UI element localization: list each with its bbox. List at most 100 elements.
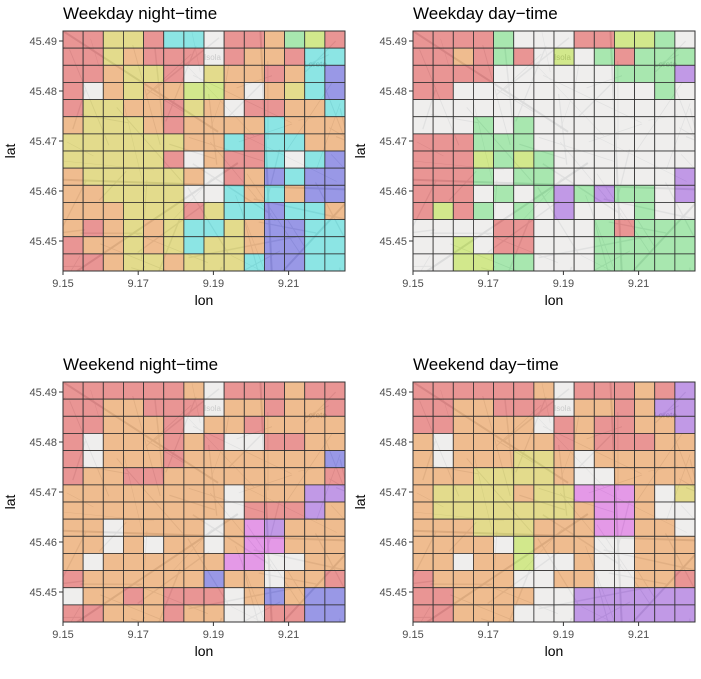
grid-cell — [573, 604, 595, 622]
grid-cell — [304, 64, 326, 83]
grid-cell — [493, 433, 515, 451]
grid-cell — [573, 219, 595, 238]
grid-cell — [413, 133, 434, 152]
grid-cell — [413, 433, 434, 451]
grid-cell — [143, 382, 165, 400]
grid-cell — [304, 518, 326, 537]
grid-cell — [163, 202, 185, 220]
grid-cell — [143, 99, 165, 118]
grid-cell — [493, 450, 515, 469]
grid-cell — [243, 604, 265, 622]
street — [140, 616, 146, 622]
grid-cell — [593, 553, 615, 571]
grid-cell — [573, 398, 595, 417]
grid-cell — [493, 99, 515, 118]
y-tick-label: 45.48 — [379, 86, 407, 98]
grid-cell — [243, 133, 265, 152]
grid-cell — [614, 535, 635, 554]
grid-cell — [223, 219, 245, 238]
grid-cell — [593, 47, 615, 66]
grid-cell — [63, 587, 84, 606]
grid-cell — [432, 570, 454, 589]
grid-cell — [102, 382, 124, 400]
grid-cell — [674, 484, 695, 503]
grid-cell — [493, 604, 515, 622]
grid-cell — [413, 82, 434, 100]
grid-cell — [593, 99, 615, 118]
grid-cell — [304, 31, 326, 49]
grid-cell — [674, 518, 695, 537]
grid-cell — [143, 467, 165, 486]
grid-cell — [654, 382, 676, 400]
grid-cell — [432, 167, 454, 186]
grid-cell — [654, 415, 676, 434]
grid-cell — [183, 133, 205, 152]
grid-cell — [654, 82, 676, 100]
grid-cell — [102, 501, 124, 520]
grid-cell — [674, 570, 695, 589]
x-tick-label: 9.21 — [628, 629, 649, 641]
grid-cell — [553, 99, 575, 118]
grid-cell — [102, 133, 124, 152]
grid-cell — [513, 518, 535, 537]
grid-cell — [473, 518, 494, 537]
grid-cell — [674, 82, 695, 100]
grid-cell — [593, 415, 615, 434]
grid-cell — [493, 382, 515, 400]
grid-cell — [593, 202, 615, 220]
grid-cell — [123, 167, 144, 186]
grid-cell — [493, 535, 515, 554]
grid-cell — [102, 184, 124, 203]
grid-cell — [432, 236, 454, 255]
grid-cell — [614, 167, 635, 186]
grid-cell — [473, 167, 494, 186]
grid-cell — [614, 433, 635, 451]
grid-cell — [143, 219, 165, 238]
grid-cell — [102, 202, 124, 220]
street — [339, 267, 341, 271]
grid-cell — [324, 587, 345, 606]
grid-cell — [452, 219, 474, 238]
grid-cell — [614, 133, 635, 152]
grid-cell — [243, 450, 265, 469]
map-area: IsolaLoreto — [63, 31, 345, 271]
grid-cell — [432, 47, 454, 66]
grid-cell — [413, 501, 434, 520]
grid-cell — [284, 99, 306, 118]
grid-cell — [63, 219, 84, 238]
grid-cell — [432, 219, 454, 238]
grid-cell — [573, 64, 595, 83]
grid-cell — [163, 398, 185, 417]
grid-cell — [284, 202, 306, 220]
x-tick-label: 9.17 — [127, 278, 148, 290]
grid-cell — [493, 82, 515, 100]
y-tick-label: 45.47 — [379, 487, 407, 499]
grid-cell — [143, 82, 165, 100]
grid-cell — [264, 433, 285, 451]
grid-cell — [493, 501, 515, 520]
grid-cell — [183, 415, 205, 434]
grid-cell — [264, 467, 285, 486]
grid-cell — [63, 31, 84, 49]
grid-cell — [183, 219, 205, 238]
grid-cell — [513, 604, 535, 622]
grid-cell — [654, 31, 676, 49]
grid-cell — [413, 518, 434, 537]
grid-cell — [452, 467, 474, 486]
grid-cell — [634, 467, 656, 486]
grid-cell — [163, 116, 185, 135]
grid-cell — [183, 82, 205, 100]
grid-cell — [533, 484, 555, 503]
grid-cell — [513, 99, 535, 118]
grid-cell — [243, 99, 265, 118]
grid-cell — [284, 150, 306, 169]
grid-cell — [284, 219, 306, 238]
grid-cell — [102, 484, 124, 503]
y-tick-label: 45.49 — [379, 387, 407, 399]
grid-cell — [654, 484, 676, 503]
grid-cell — [123, 382, 144, 400]
grid-cell — [163, 415, 185, 434]
grid-cell — [163, 604, 185, 622]
grid-cell — [473, 570, 494, 589]
grid-cell — [553, 64, 575, 83]
